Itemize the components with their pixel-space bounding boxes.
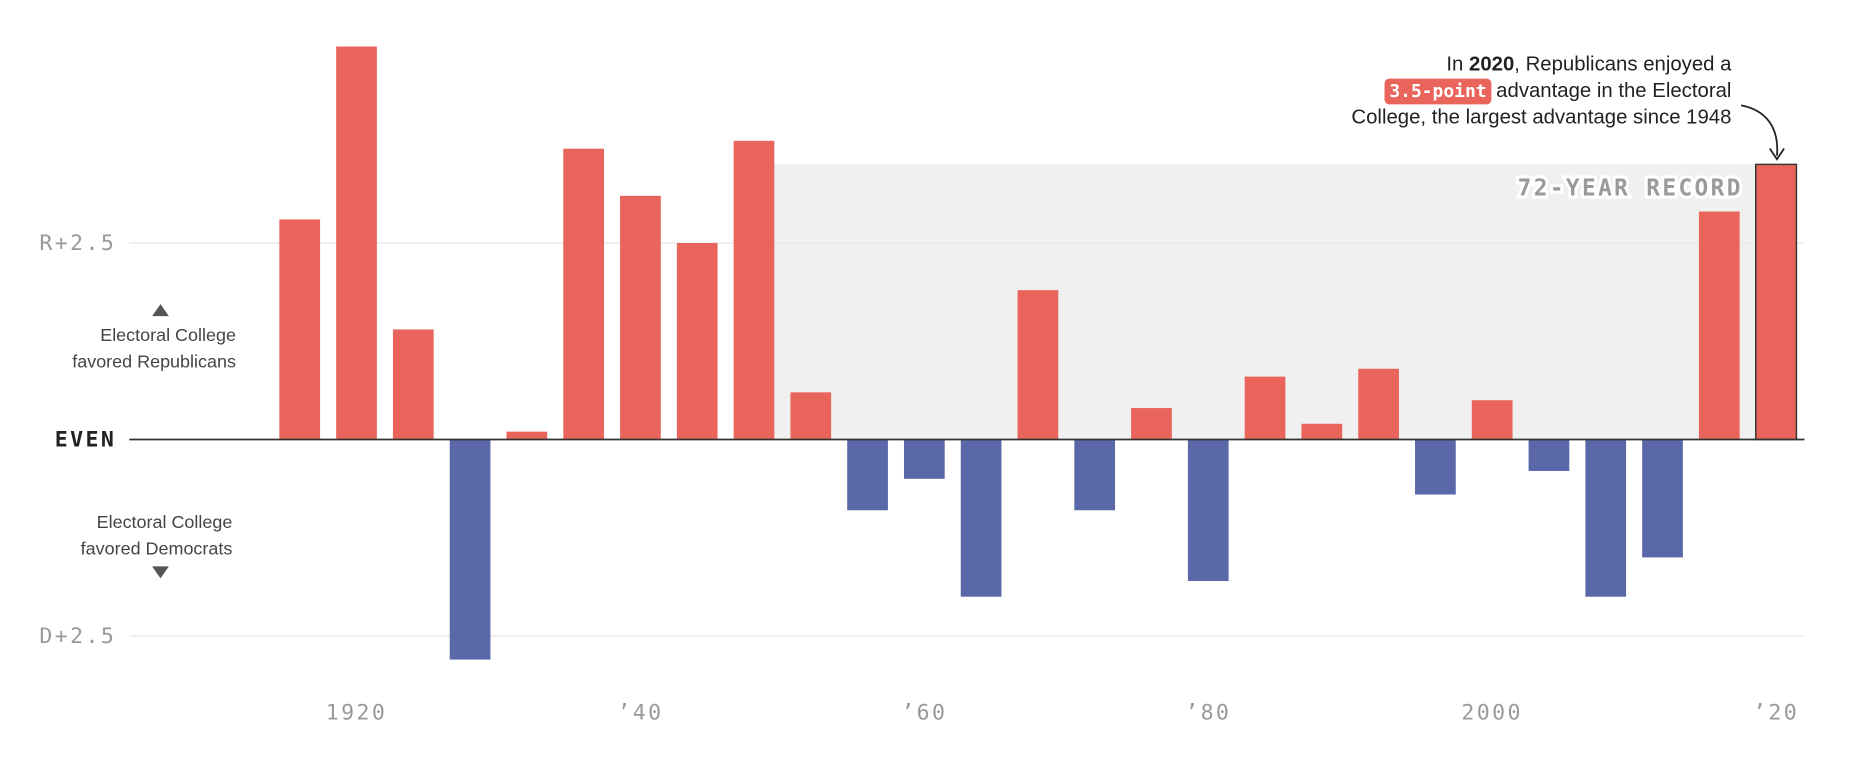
y-tick-label: EVEN bbox=[55, 428, 116, 453]
annotation-text: , Republicans enjoyed a bbox=[1514, 54, 1732, 76]
down-triangle bbox=[152, 566, 169, 579]
bar bbox=[790, 392, 832, 440]
bar bbox=[1415, 439, 1456, 495]
side-note: favored Republicans bbox=[72, 352, 236, 372]
bar bbox=[1017, 290, 1059, 440]
bar bbox=[960, 439, 1002, 597]
bar bbox=[620, 195, 661, 440]
x-tick-label: ’60 bbox=[901, 701, 947, 726]
annotation-highlight bbox=[1384, 78, 1492, 105]
bar bbox=[392, 329, 434, 440]
bar bbox=[449, 439, 491, 660]
bar bbox=[1698, 211, 1740, 440]
bar bbox=[1528, 439, 1570, 471]
bar bbox=[506, 431, 548, 440]
y-tick-label: R+2.5 bbox=[39, 231, 116, 256]
annotation-line: College, the largest advantage since 194… bbox=[1351, 106, 1731, 128]
annotation-line: In 2020, Republicans enjoyed a bbox=[1446, 54, 1732, 76]
side-note: Electoral College bbox=[97, 512, 233, 532]
bar bbox=[1131, 408, 1172, 440]
bar bbox=[1244, 376, 1286, 440]
annotation-year: 2020 bbox=[1469, 54, 1514, 76]
bar bbox=[1642, 439, 1683, 558]
x-tick-label: 1920 bbox=[326, 701, 387, 726]
up-triangle bbox=[152, 304, 169, 317]
x-tick-label: 2000 bbox=[1461, 701, 1522, 726]
x-tick-label: ’20 bbox=[1753, 701, 1799, 726]
x-tick-label: ’80 bbox=[1185, 701, 1231, 726]
annotation-arrow bbox=[1740, 104, 1779, 156]
side-note: favored Democrats bbox=[81, 538, 233, 558]
annotation-arrowhead bbox=[1769, 147, 1785, 161]
bar bbox=[1187, 439, 1229, 581]
bar bbox=[847, 439, 888, 511]
bar bbox=[1755, 163, 1798, 441]
bar bbox=[1074, 439, 1116, 511]
bar bbox=[733, 140, 775, 440]
record-label: 72-YEAR RECORD bbox=[1518, 176, 1743, 202]
annotation-text: In bbox=[1446, 54, 1469, 76]
bar bbox=[903, 439, 945, 479]
bar bbox=[563, 148, 604, 440]
bar bbox=[1471, 400, 1513, 440]
bar bbox=[1301, 423, 1343, 440]
bar bbox=[1585, 439, 1627, 597]
annotation-line: advantage in the Electoral bbox=[1496, 80, 1731, 102]
annotation-highlight-text: 3.5-point bbox=[1389, 81, 1486, 102]
bar bbox=[336, 46, 377, 440]
x-tick-label: ’40 bbox=[617, 701, 663, 726]
bar bbox=[676, 242, 718, 440]
y-tick-label: D+2.5 bbox=[39, 624, 116, 649]
bar bbox=[1358, 368, 1399, 440]
side-note: Electoral College bbox=[100, 325, 236, 345]
bar bbox=[279, 219, 321, 440]
